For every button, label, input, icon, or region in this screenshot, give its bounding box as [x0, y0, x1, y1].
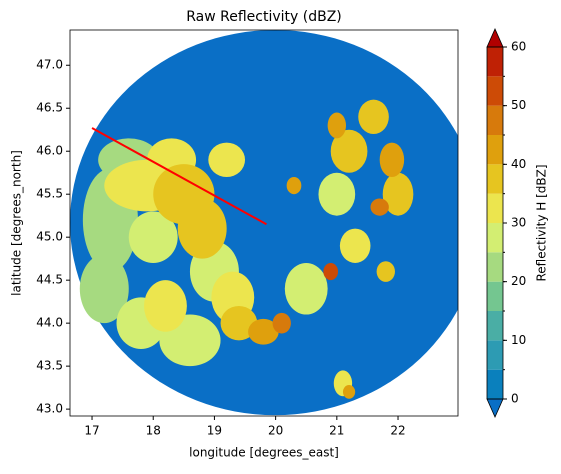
colorbar-bin [487, 252, 503, 282]
chart-title: Raw Reflectivity (dBZ) [186, 9, 342, 25]
x-tick-label: 20 [268, 424, 283, 438]
colorbar-bin [487, 223, 503, 253]
colorbar-bin [487, 164, 503, 194]
echo [128, 211, 178, 263]
axes-frame [69, 29, 459, 417]
echo [272, 312, 291, 334]
colorbar-bin [487, 105, 503, 135]
cross-section-line [91, 127, 267, 226]
echo [248, 318, 279, 345]
y-tick-label: 44.0 [36, 316, 63, 330]
echo [382, 172, 414, 216]
colorbar-bin [487, 311, 503, 341]
colorbar-label: Reflectivity H [dBZ] [535, 164, 549, 281]
y-tick-label: 44.5 [36, 273, 63, 287]
echo [208, 142, 246, 178]
echo [370, 198, 389, 216]
y-tick-label: 43.0 [36, 402, 63, 416]
echo [358, 99, 389, 135]
colorbar-tick-label: 20 [511, 274, 526, 288]
colorbar-bin [487, 193, 503, 223]
y-axis-label: latitude [degrees_north] [10, 150, 24, 296]
colorbar-tick-label: 0 [511, 392, 519, 406]
echo [286, 177, 302, 195]
echo [318, 172, 356, 216]
plot-area [70, 30, 458, 416]
y-tick-label: 46.0 [36, 144, 63, 158]
echo [144, 280, 187, 332]
colorbar-bin [487, 340, 503, 370]
y-tick-label: 45.5 [36, 187, 63, 201]
y-tick-label: 45.0 [36, 230, 63, 244]
colorbar-tick-label: 10 [511, 333, 526, 347]
echo [330, 129, 368, 173]
colorbar-under [486, 398, 504, 418]
echo [284, 262, 328, 315]
echo [342, 385, 356, 399]
x-tick-label: 17 [84, 424, 99, 438]
colorbar-tick-label: 50 [511, 98, 526, 112]
colorbar-bin [487, 135, 503, 165]
x-tick-label: 18 [146, 424, 161, 438]
colorbar-over [486, 28, 504, 48]
echo [379, 142, 405, 178]
y-tick-label: 46.5 [36, 101, 63, 115]
x-axis-label: longitude [degrees_east] [189, 446, 339, 460]
colorbar-tick-label: 40 [511, 157, 526, 171]
echo [323, 262, 339, 281]
x-tick-label: 19 [207, 424, 222, 438]
y-tick-label: 43.5 [36, 359, 63, 373]
echo [376, 261, 395, 282]
colorbar-bin [487, 47, 503, 77]
echo [79, 254, 129, 324]
x-tick-label: 22 [390, 424, 405, 438]
colorbar-bin [487, 369, 503, 399]
colorbar-tick-label: 60 [511, 40, 526, 54]
colorbar-bin [487, 281, 503, 311]
x-tick-label: 21 [329, 424, 344, 438]
echo [327, 112, 347, 139]
colorbar-bin [487, 76, 503, 106]
y-tick-label: 47.0 [36, 58, 63, 72]
colorbar-tick-label: 30 [511, 216, 526, 230]
echo [153, 164, 215, 225]
echo [339, 228, 371, 263]
